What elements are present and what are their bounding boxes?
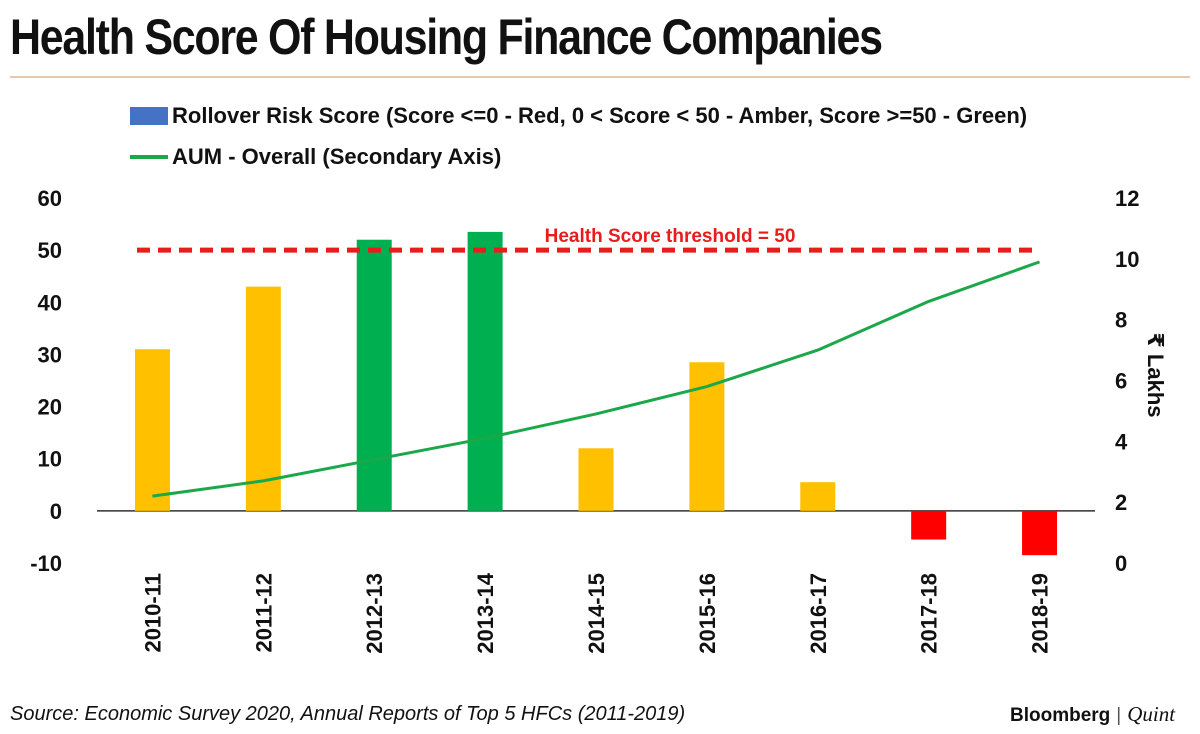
bar-2014-15: [578, 448, 614, 511]
x-tick-label: 2013-14: [473, 572, 498, 654]
primary-axis-ticks: -10 0 10 20 30 40 50 60: [30, 186, 62, 576]
y2-tick-label: 0: [1115, 551, 1127, 576]
bar-2016-17: [800, 482, 836, 511]
bar-series: [134, 231, 1058, 556]
legend-item-line: AUM - Overall (Secondary Axis): [130, 144, 501, 170]
title-divider: [10, 76, 1190, 78]
threshold-group: Health Score threshold = 50: [137, 226, 1040, 253]
y-tick-label: 40: [38, 290, 62, 315]
y2-tick-label: 12: [1115, 186, 1139, 211]
bar-2010-11: [134, 349, 170, 511]
x-tick-label: 2017-18: [917, 573, 942, 654]
brand-main: Bloomberg: [1010, 705, 1111, 726]
bar-2011-12: [245, 286, 281, 511]
y2-tick-label: 2: [1115, 490, 1127, 515]
aum-line-series: [152, 260, 1041, 498]
x-tick-label: 2015-16: [695, 573, 720, 654]
legend-swatch-line: [130, 155, 168, 159]
bar-2012-13: [356, 239, 392, 511]
x-tick-label: 2012-13: [362, 573, 387, 654]
bar-2013-14: [467, 231, 503, 511]
y-tick-label: 0: [50, 499, 62, 524]
y2-tick-label: 8: [1115, 308, 1127, 333]
threshold-label: Health Score threshold = 50: [545, 226, 796, 247]
x-tick-label: 2018-19: [1028, 573, 1053, 654]
x-tick-label: 2010-11: [140, 573, 165, 653]
y-tick-label: 20: [38, 395, 62, 420]
y-tick-label: 50: [38, 238, 62, 263]
secondary-axis-ticks: 0 2 4 6 8 10 12: [1115, 186, 1139, 576]
brand-sub: Quint: [1127, 702, 1176, 726]
x-axis-ticks: 2010-11 2011-12 2012-13 2013-14 2014-15 2015-…: [140, 572, 1052, 654]
brand-logo: Bloomberg | Quint: [1010, 702, 1175, 727]
bar-2018-19: [1022, 510, 1058, 556]
y2-tick-label: 10: [1115, 247, 1139, 272]
legend-swatch-bar: [130, 107, 168, 125]
page-title: Health Score Of Housing Finance Companie…: [10, 9, 883, 65]
brand-separator: |: [1116, 705, 1122, 726]
y-tick-label: -10: [30, 551, 62, 576]
y-tick-label: 30: [38, 342, 62, 367]
source-note: Source: Economic Survey 2020, Annual Rep…: [10, 703, 686, 725]
x-tick-label: 2016-17: [806, 573, 831, 654]
legend-label-bars: Rollover Risk Score (Score <=0 - Red, 0 …: [172, 103, 1028, 128]
legend-item-bars: Rollover Risk Score (Score <=0 - Red, 0 …: [130, 103, 1027, 129]
x-tick-label: 2011-12: [251, 573, 276, 653]
y2-tick-label: 4: [1115, 429, 1128, 454]
secondary-axis-label: ₹ Lakhs: [1143, 332, 1168, 417]
y2-tick-label: 6: [1115, 369, 1127, 394]
y-tick-label: 10: [38, 447, 62, 472]
legend-label-line: AUM - Overall (Secondary Axis): [172, 144, 502, 169]
bar-2017-18: [911, 510, 947, 540]
chart-area: -10 0 10 20 30 40 50 60 0 2 4 6 8 10 12 Health Score …: [30, 186, 1168, 654]
y-tick-label: 60: [38, 186, 62, 211]
x-tick-label: 2014-15: [584, 573, 609, 654]
bar-2015-16: [689, 362, 725, 511]
